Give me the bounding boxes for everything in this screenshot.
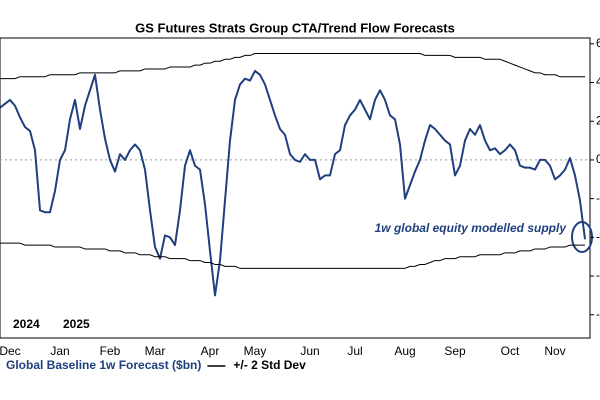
band-upper	[0, 52, 585, 80]
x-tick-label: Dec	[0, 344, 21, 358]
x-tick-label: Jan	[50, 344, 69, 358]
y-tick-label: 4	[596, 75, 600, 89]
plot-frame	[0, 37, 591, 339]
y-tick-label: -2	[596, 191, 600, 205]
chart-title: GS Futures Strats Group CTA/Trend Flow F…	[135, 20, 455, 35]
x-tick-label: Jul	[347, 344, 362, 358]
annotation: 1w global equity modelled supply	[375, 221, 568, 235]
legend: Global Baseline 1w Forecast ($bn) +/- 2 S…	[6, 358, 306, 372]
x-tick-label: Apr	[201, 344, 220, 358]
highlight-ellipse	[571, 221, 593, 253]
x-tick-label: Sep	[444, 344, 466, 358]
x-tick-label: Mar	[145, 344, 166, 358]
year-label: 2025	[63, 317, 90, 331]
legend-label: +/- 2 Std Dev	[233, 358, 306, 372]
y-tick-label: 6	[596, 36, 600, 50]
y-tick-label: -6	[596, 268, 600, 282]
year-label: 2024	[13, 317, 40, 331]
legend-label: Global Baseline 1w Forecast ($bn)	[6, 358, 201, 372]
x-tick-label: Oct	[501, 344, 520, 358]
band-lower	[0, 242, 585, 269]
forecast-line	[0, 69, 586, 297]
x-tick-label: Feb	[100, 344, 121, 358]
y-tick-label: 0	[596, 152, 600, 166]
x-tick-label: Jun	[300, 344, 319, 358]
x-tick-label: Aug	[394, 344, 415, 358]
y-tick-label: -8	[596, 307, 600, 321]
x-tick-label: Nov	[544, 344, 565, 358]
y-tick-label: 2	[596, 113, 600, 127]
x-tick-label: May	[244, 344, 267, 358]
y-tick-label: -4	[596, 230, 600, 244]
